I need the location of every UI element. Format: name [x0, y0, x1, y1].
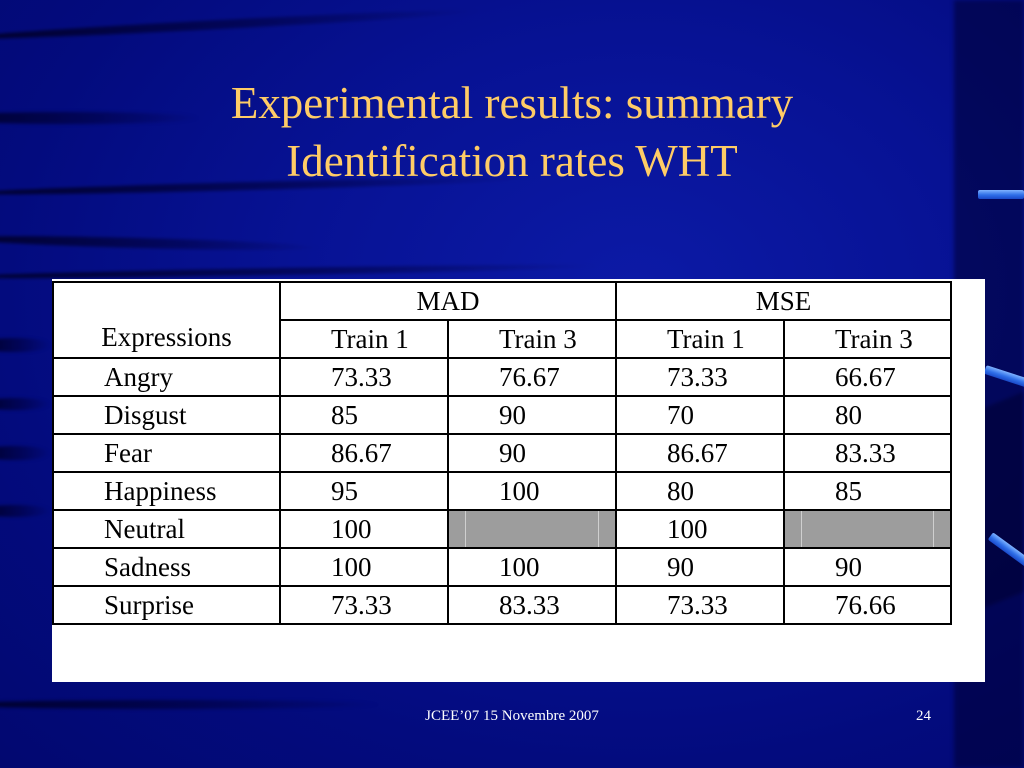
row-label: Angry	[52, 357, 281, 397]
page-number: 24	[916, 708, 931, 724]
title-line-1: Experimental results: summary	[230, 78, 794, 128]
table-cell: 80	[783, 395, 952, 435]
table-row: Happiness 95 100 80 85	[52, 471, 952, 511]
table-cell: 100	[279, 509, 449, 549]
table-cell: 70	[615, 395, 785, 435]
results-table-panel: Expressions MAD MSE Train 1 Train 3 Trai…	[52, 279, 985, 682]
table-header-row: Expressions MAD MSE	[52, 281, 952, 359]
table-subheader-row: Train 1 Train 3 Train 1 Train 3	[53, 319, 952, 359]
table-cell: 80	[615, 471, 785, 511]
table-cell: 100	[447, 471, 617, 511]
mse-group-header: MSE	[615, 281, 952, 321]
table-cell: 100	[447, 547, 617, 587]
title-line-2: Identification rates WHT	[286, 136, 738, 186]
table-cell: 73.33	[279, 357, 449, 397]
row-label: Neutral	[52, 509, 281, 549]
row-label: Sadness	[52, 547, 281, 587]
table-cell: 90	[783, 547, 952, 587]
table-cell: 76.66	[783, 585, 952, 625]
subheader-mad-train-3: Train 3	[447, 319, 617, 359]
table-cell: 86.67	[279, 433, 449, 473]
expressions-header: Expressions	[52, 281, 281, 359]
slide-title: Experimental results: summary Identifica…	[0, 74, 1024, 190]
table-cell: 95	[279, 471, 449, 511]
footer-event-date: JCEE’07 15 Novembre 2007	[425, 708, 599, 724]
row-label: Surprise	[52, 585, 281, 625]
table-cell: 76.67	[447, 357, 617, 397]
table-cell: 90	[615, 547, 785, 587]
table-cell: 83.33	[783, 433, 952, 473]
table-cell: 73.33	[615, 585, 785, 625]
mad-group-header: MAD	[279, 281, 617, 321]
table-row: Disgust 85 90 70 80	[52, 395, 952, 435]
empty-shaded-cell	[447, 509, 617, 549]
table-cell: 73.33	[279, 585, 449, 625]
table-cell: 85	[279, 395, 449, 435]
table-cell: 100	[279, 547, 449, 587]
table-cell: 86.67	[615, 433, 785, 473]
table-cell: 90	[447, 433, 617, 473]
row-label: Fear	[52, 433, 281, 473]
row-label: Disgust	[52, 395, 281, 435]
table-cell: 73.33	[615, 357, 785, 397]
table-row: Surprise 73.33 83.33 73.33 76.66	[52, 585, 952, 625]
table-row: Angry 73.33 76.67 73.33 66.67	[52, 357, 952, 397]
table-row: Fear 86.67 90 86.67 83.33	[52, 433, 952, 473]
subheader-mse-train-3: Train 3	[783, 319, 952, 359]
row-label: Happiness	[52, 471, 281, 511]
subheader-mse-train-1: Train 1	[615, 319, 785, 359]
empty-shaded-cell	[783, 509, 952, 549]
blue-accent-bar	[978, 190, 1024, 199]
table-row: Neutral 100 100	[52, 509, 952, 549]
table-cell: 85	[783, 471, 952, 511]
identification-rates-table: Expressions MAD MSE Train 1 Train 3 Trai…	[52, 281, 952, 625]
table-row: Sadness 100 100 90 90	[52, 547, 952, 587]
table-cell: 100	[615, 509, 785, 549]
table-cell: 90	[447, 395, 617, 435]
table-cell: 83.33	[447, 585, 617, 625]
table-cell: 66.67	[783, 357, 952, 397]
subheader-mad-train-1: Train 1	[279, 319, 449, 359]
